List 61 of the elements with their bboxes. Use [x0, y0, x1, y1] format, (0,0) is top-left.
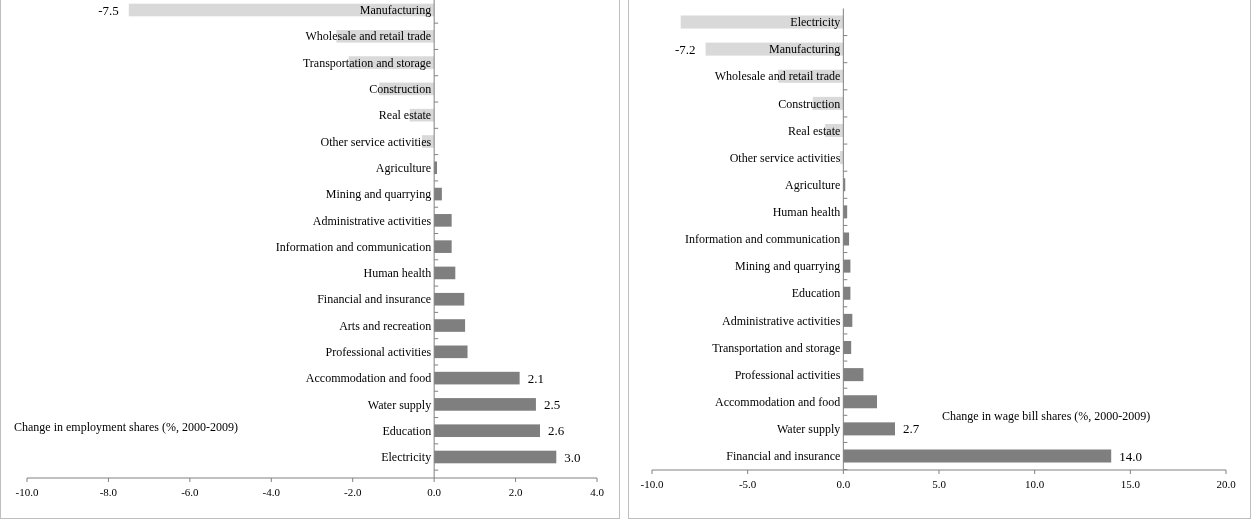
- y-tick-label: Education: [791, 286, 841, 301]
- y-tick-label: Mining and quarrying: [325, 187, 432, 202]
- y-tick-label: Human health: [363, 266, 432, 281]
- bar: [680, 15, 844, 29]
- y-tick-label: Accommodation and food: [305, 371, 432, 386]
- y-tick-label: Professional activities: [734, 367, 841, 382]
- x-tick-label: -2.0: [344, 486, 362, 498]
- y-tick-label: Professional activities: [325, 345, 432, 360]
- y-tick-label: Information and communication: [275, 239, 432, 254]
- y-tick-label: Water supply: [367, 397, 432, 412]
- x-tick-label: 4.0: [590, 486, 605, 498]
- data-label: 2.5: [543, 396, 561, 412]
- y-tick-label: Real estate: [378, 108, 432, 123]
- y-tick-label: Construction: [369, 82, 432, 97]
- y-tick-label: Transportation and storage: [302, 55, 432, 70]
- y-tick-label: Human health: [772, 205, 841, 220]
- y-tick-label: Administrative activities: [312, 213, 432, 228]
- y-tick-label: Arts and recreation: [339, 318, 432, 333]
- x-tick-label: -10.0: [15, 486, 39, 498]
- x-tick-label: -8.0: [99, 486, 118, 498]
- data-label: 14.0: [1119, 448, 1142, 464]
- y-tick-label: Electricity: [790, 15, 841, 30]
- y-tick-label: Real estate: [788, 123, 841, 138]
- y-tick-label: Information and communication: [685, 232, 841, 247]
- y-tick-label: Transportation and storage: [712, 340, 841, 355]
- y-tick-label: Mining and quarrying: [735, 259, 841, 274]
- y-tick-label: Other service activities: [320, 134, 432, 149]
- data-label: -7.2: [674, 41, 696, 57]
- y-tick-label: Construction: [778, 96, 841, 111]
- data-label: -7.5: [98, 2, 119, 18]
- y-tick-label: Other service activities: [729, 150, 841, 165]
- y-tick-label: Agriculture: [375, 160, 432, 175]
- data-label: 2.7: [902, 421, 920, 437]
- y-tick-label: Administrative activities: [722, 313, 841, 328]
- y-tick-label: Water supply: [776, 422, 841, 437]
- x-tick-label: -4.0: [262, 486, 281, 498]
- y-tick-label: Agriculture: [785, 177, 841, 192]
- data-label: 2.6: [548, 423, 565, 439]
- text: Change in wage bill shares (%, 2000-2009): [942, 409, 1151, 423]
- y-tick-label: Manufacturing: [769, 42, 841, 57]
- data-label: 2.1: [527, 370, 544, 386]
- y-tick-label: Financial and insurance: [726, 449, 841, 464]
- x-tick-label: 15.0: [1120, 478, 1141, 490]
- y-tick-label: Wholesale and retail trade: [305, 29, 432, 44]
- x-tick-label: -10.0: [640, 478, 664, 490]
- x-tick-label: 0.0: [836, 478, 851, 490]
- y-tick-label: Manufacturing: [359, 3, 432, 18]
- x-tick-label: 2.0: [508, 486, 523, 498]
- y-tick-label: Accommodation and food: [715, 394, 841, 409]
- x-tick-label: -5.0: [738, 478, 757, 490]
- x-tick-label: 0.0: [427, 486, 442, 498]
- y-tick-label: Wholesale and retail trade: [714, 69, 841, 84]
- x-tick-label: 20.0: [1216, 478, 1237, 490]
- y-tick-label: Financial and insurance: [317, 292, 432, 307]
- y-tick-label: Electricity: [381, 450, 432, 465]
- x-tick-label: -6.0: [181, 486, 200, 498]
- text: Change in employment shares (%, 2000-2009): [14, 420, 238, 434]
- data-label: 3.0: [564, 449, 581, 465]
- y-tick-label: Education: [382, 423, 432, 438]
- x-tick-label: 5.0: [932, 478, 947, 490]
- x-tick-label: 10.0: [1025, 478, 1045, 490]
